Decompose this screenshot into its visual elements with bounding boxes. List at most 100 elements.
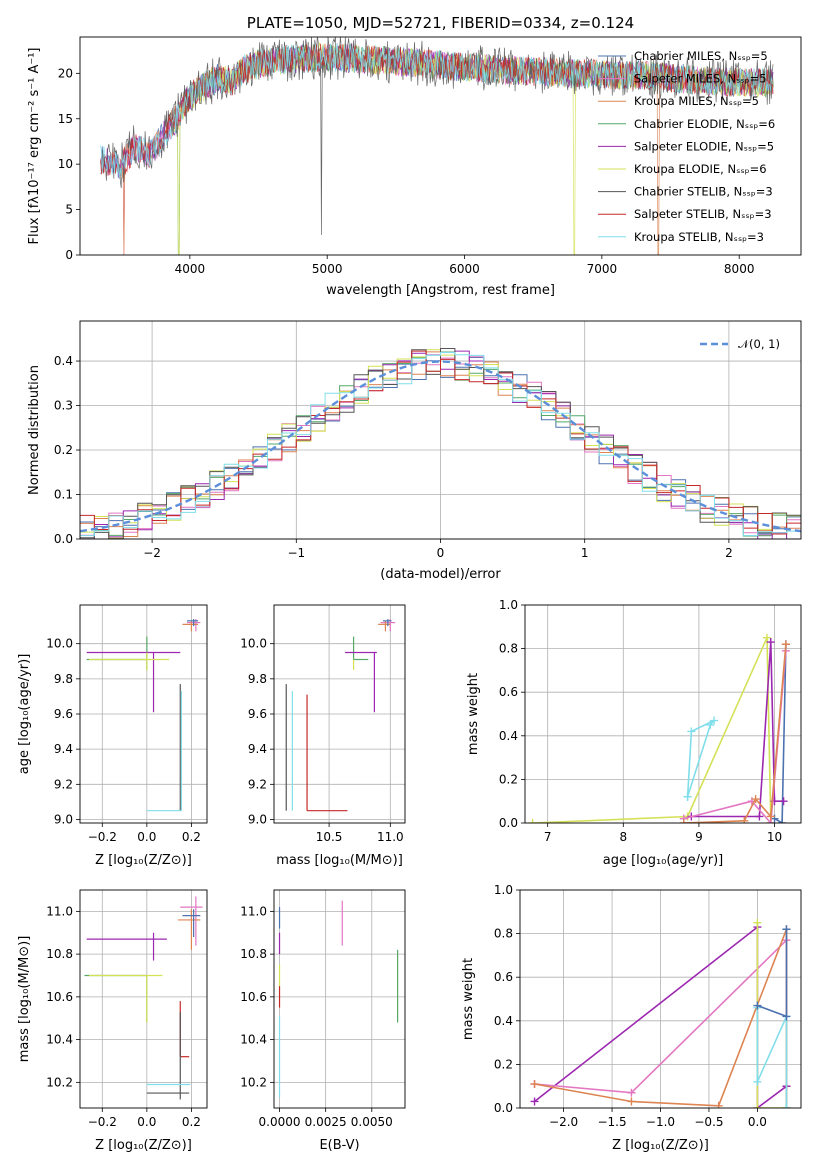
mass_vs_Z-xtick-label: 0.2 [182, 1115, 201, 1129]
weight_vs_age-point-marker [766, 812, 775, 821]
residuals-ytick-label: 0.3 [54, 399, 73, 413]
weight_vs_age-series-line [774, 644, 787, 823]
weight_vs_age-ytick-label: 1.0 [499, 598, 518, 612]
spectrum-xtick-label: 4000 [175, 262, 206, 276]
age_vs_mass-ytick-label: 9.2 [248, 777, 267, 791]
age_vs_Z-ytick-label: 9.4 [54, 742, 73, 756]
mass_vs_ebv-ytick-label: 10.6 [240, 990, 267, 1004]
spectrum-frame [79, 36, 802, 256]
spectrum-legend-label: Chabrier STELIB, Nₛₛₚ=3 [634, 185, 773, 199]
mass_vs_Z-ytick-label: 10.6 [46, 990, 73, 1004]
age_vs_mass-ytick-label: 10.0 [240, 637, 267, 651]
weight_vs_age-point-marker [706, 720, 715, 729]
weight_vs_age-xtick-label: 10 [767, 830, 782, 844]
weight_vs_age-point-marker [762, 633, 771, 642]
spectrum-ytick-label: 0 [65, 248, 73, 262]
age_vs_Z-ytick-label: 9.6 [54, 707, 73, 721]
residuals-histogram-step [80, 352, 801, 537]
residuals-ytick-label: 0.1 [54, 488, 73, 502]
weight_vs_Z-point-marker [782, 925, 791, 934]
residuals-frame [79, 320, 802, 540]
spectrum-legend-label: Kroupa MILES, Nₛₛₚ=5 [634, 94, 759, 108]
weight_vs_Z-xlabel: Z [log₁₀(Z/Z⊙)] [612, 1138, 709, 1153]
mass_vs_ebv-xtick-label: 0.0050 [351, 1115, 393, 1129]
age_vs_Z-xtick-label: 0.2 [182, 830, 201, 844]
mass_vs_ebv-xlabel: E(B-V) [319, 1138, 359, 1153]
weight_vs_Z-ytick-label: 0.2 [494, 1057, 513, 1071]
weight_vs_age-frame [524, 604, 802, 824]
spectrum-xtick-label: 6000 [449, 262, 480, 276]
spectrum-ytick-label: 20 [58, 66, 73, 80]
age_vs_mass-plot-area [285, 619, 396, 812]
residuals-ytick-label: 0.0 [54, 532, 73, 546]
weight_vs_Z-ytick-label: 1.0 [494, 883, 513, 897]
mass_vs_ebv-plot-area [278, 900, 399, 1098]
weight_vs_Z-point-marker [782, 1012, 791, 1021]
spectrum-axes [76, 72, 740, 259]
mass_vs_Z-frame [79, 889, 208, 1109]
weight_vs_Z-point-marker [782, 1104, 791, 1108]
age_vs_mass-ytick-label: 9.0 [248, 812, 267, 826]
mass_vs_Z-ytick-label: 10.8 [46, 947, 73, 961]
age_vs_Z-xtick-label: −0.2 [88, 830, 117, 844]
spectrum-plot-area [100, 37, 774, 255]
weight_vs_Z-ytick-label: 0.0 [494, 1101, 513, 1115]
spectrum-ylabel: Flux [fλ10⁻¹⁷ erg cm⁻² s⁻¹ A⁻¹] [27, 48, 42, 245]
residuals-xtick-label: 2 [725, 546, 733, 560]
weight_vs_Z-xtick-label: 0.0 [748, 1115, 767, 1129]
age_vs_Z-xtick-label: 0.0 [137, 830, 156, 844]
weight_vs_Z-xtick-label: −1.0 [646, 1115, 675, 1129]
spectrum-legend-label: Salpeter STELIB, Nₛₛₚ=3 [634, 207, 772, 221]
weight_vs_Z-xtick-label: −0.5 [694, 1115, 723, 1129]
weight_vs_age-ytick-label: 0.8 [499, 642, 518, 656]
mass_vs_ebv-ytick-label: 10.4 [240, 1033, 267, 1047]
spectrum-ytick-label: 10 [58, 157, 73, 171]
weight_vs_Z-xtick-label: −2.0 [549, 1115, 578, 1129]
mass_vs_ebv-frame [273, 889, 406, 1109]
weight_vs_Z-point-marker [753, 1104, 762, 1108]
weight_vs_Z-plot-area [530, 918, 791, 1108]
weight_vs_Z-series-line [756, 1007, 788, 1108]
age_vs_mass-xtick-label: 10.5 [316, 830, 343, 844]
mass_vs_ebv-axes [270, 890, 405, 1112]
weight_vs_age-ytick-label: 0.4 [499, 729, 518, 743]
age_vs_Z-plot-area [86, 619, 201, 812]
mass_vs_ebv-xtick-label: 0.0025 [305, 1115, 347, 1129]
weight_vs_Z-ylabel: mass weight [461, 958, 476, 1040]
weight_vs_age-point-marker [755, 812, 764, 821]
spectrum-xtick-label: 7000 [587, 262, 618, 276]
spectrum-legend-label: Chabrier ELODIE, Nₛₛₚ=6 [634, 117, 775, 131]
residuals-ylabel: Normed distribution [27, 365, 42, 495]
weight_vs_Z-ytick-label: 0.6 [494, 970, 513, 984]
weight_vs_age-point-marker [751, 795, 760, 804]
mass_vs_ebv-ytick-label: 10.8 [240, 947, 267, 961]
age_vs_Z-frame [79, 604, 208, 824]
weight_vs_age-point-marker [779, 797, 788, 806]
spectrum-legend-label: Chabrier MILES, Nₛₛₚ=5 [634, 49, 768, 63]
mass_vs_Z-xtick-label: 0.0 [137, 1115, 156, 1129]
age_vs_Z-xlabel: Z [log₁₀(Z/Z⊙)] [95, 853, 192, 868]
weight_vs_age-series-line [532, 637, 772, 823]
weight_vs_age-point-marker [528, 819, 537, 823]
weight_vs_age-xtick-label: 9 [695, 830, 703, 844]
weight_vs_age-point-marker [679, 819, 688, 823]
mass_vs_Z-xlabel: Z [log₁₀(Z/Z⊙)] [95, 1138, 192, 1153]
weight_vs_Z-point-marker [627, 1097, 636, 1106]
residuals-xtick-label: 1 [581, 546, 589, 560]
age_vs_mass-ytick-label: 9.4 [248, 742, 267, 756]
weight_vs_age-ytick-label: 0.6 [499, 685, 518, 699]
weight_vs_age-ylabel: mass weight [466, 673, 481, 755]
weight_vs_age-ytick-label: 0.0 [499, 816, 518, 830]
mass_vs_Z-ytick-label: 11.0 [46, 904, 73, 918]
spectrum-series-line [100, 43, 774, 178]
age_vs_Z-ytick-label: 10.0 [46, 637, 73, 651]
age_vs_mass-ytick-label: 9.6 [248, 707, 267, 721]
spectrum-series-line [100, 43, 774, 179]
weight_vs_age-point-marker [687, 727, 696, 736]
residuals-legend-label: 𝒩(0, 1) [738, 337, 780, 351]
age_vs_mass-axes [270, 605, 405, 827]
residuals-xtick-label: −2 [143, 546, 161, 560]
weight_vs_age-xtick-label: 7 [544, 830, 552, 844]
residuals-ytick-label: 0.2 [54, 443, 73, 457]
mass_vs_ebv-xtick-label: 0.0000 [259, 1115, 301, 1129]
